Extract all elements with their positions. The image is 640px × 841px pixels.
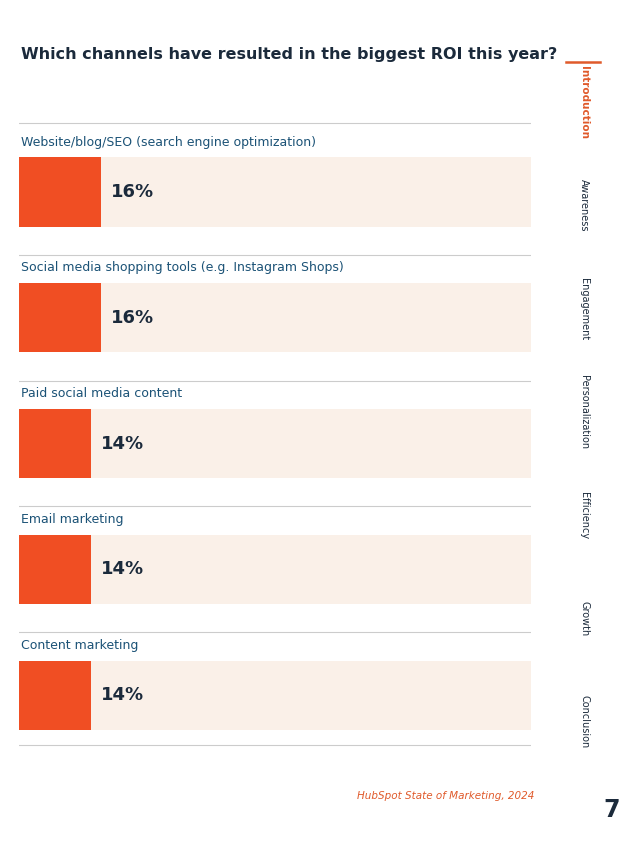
Text: Which channels have resulted in the biggest ROI this year?: Which channels have resulted in the bigg… bbox=[20, 47, 557, 61]
Bar bbox=[19, 535, 91, 604]
Text: Social media shopping tools (e.g. Instagram Shops): Social media shopping tools (e.g. Instag… bbox=[20, 262, 344, 274]
Bar bbox=[19, 660, 531, 730]
Bar bbox=[19, 535, 531, 604]
Text: 14%: 14% bbox=[101, 560, 144, 579]
Bar bbox=[19, 409, 531, 479]
Text: 16%: 16% bbox=[111, 309, 154, 327]
Text: Engagement: Engagement bbox=[579, 278, 589, 340]
Text: Introduction: Introduction bbox=[579, 66, 589, 139]
Bar bbox=[19, 283, 531, 352]
Text: 14%: 14% bbox=[101, 686, 144, 704]
Bar bbox=[19, 157, 101, 226]
Text: 14%: 14% bbox=[101, 435, 144, 452]
Text: Content marketing: Content marketing bbox=[20, 638, 138, 652]
Text: Efficiency: Efficiency bbox=[579, 492, 589, 539]
Text: 16%: 16% bbox=[111, 183, 154, 201]
Text: HubSpot State of Marketing, 2024: HubSpot State of Marketing, 2024 bbox=[357, 791, 534, 801]
Text: Growth: Growth bbox=[579, 601, 589, 637]
Bar bbox=[19, 283, 101, 352]
Text: 7: 7 bbox=[603, 798, 620, 822]
Text: Conclusion: Conclusion bbox=[579, 696, 589, 748]
Text: Awareness: Awareness bbox=[579, 179, 589, 231]
Bar bbox=[19, 409, 91, 479]
Text: Personalization: Personalization bbox=[579, 375, 589, 449]
Text: Email marketing: Email marketing bbox=[20, 513, 124, 526]
Bar bbox=[19, 157, 531, 226]
Bar bbox=[19, 660, 91, 730]
Text: Paid social media content: Paid social media content bbox=[20, 387, 182, 400]
Text: Website/blog/SEO (search engine optimization): Website/blog/SEO (search engine optimiza… bbox=[20, 135, 316, 149]
